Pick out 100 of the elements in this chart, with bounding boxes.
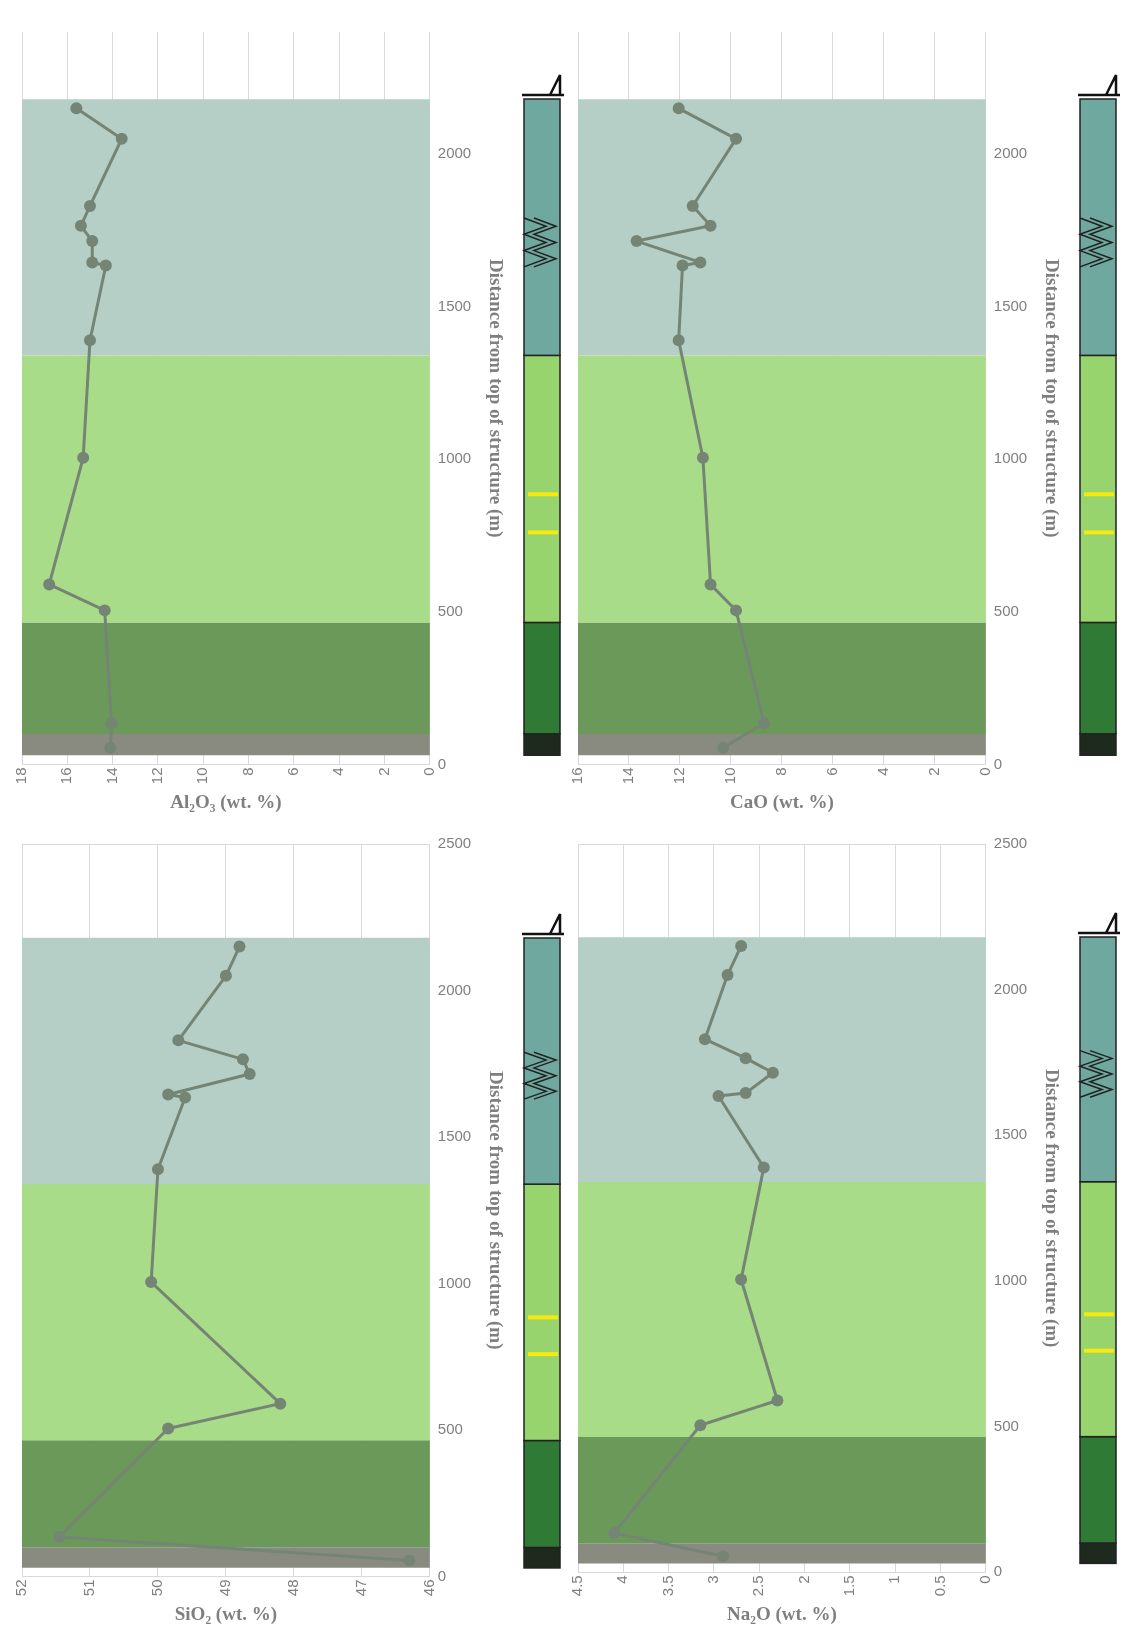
x-tick-label: 2 xyxy=(374,767,392,776)
point xyxy=(83,334,96,347)
x-tick-label: 14 xyxy=(619,767,637,785)
x-tick-label: 50 xyxy=(148,1579,166,1597)
x-tick-label: 48 xyxy=(284,1579,302,1597)
point xyxy=(99,259,112,272)
x-tick-label: 10 xyxy=(721,767,739,785)
point xyxy=(672,102,685,115)
point xyxy=(83,199,96,212)
point xyxy=(704,578,717,591)
point xyxy=(672,334,685,347)
point xyxy=(676,259,689,272)
x-tick-label: 3 xyxy=(704,1575,722,1584)
y-tick-label: 2000 xyxy=(993,144,1028,162)
y-tick-label: 500 xyxy=(993,602,1019,620)
point xyxy=(219,969,232,982)
x-tick-label: 4 xyxy=(874,767,892,776)
point xyxy=(236,1053,249,1066)
x-tick-label: 12 xyxy=(670,767,688,785)
y-axis-title: Distance from top of structure (m) xyxy=(484,259,507,538)
y-axis-title: Distance from top of structure (m) xyxy=(1040,259,1063,538)
y-tick-label: 1500 xyxy=(437,296,472,314)
point xyxy=(696,451,709,464)
y-tick-label: 2000 xyxy=(437,144,472,162)
x-tick-label: 49 xyxy=(216,1579,234,1597)
x-tick-label: 1.5 xyxy=(840,1575,858,1597)
x-tick-label: 0 xyxy=(419,767,437,776)
x-tick-label: 46 xyxy=(419,1579,437,1597)
x-tick-label: 0 xyxy=(975,767,993,776)
x-axis-title: Na₂O (wt. %) xyxy=(727,1602,837,1625)
point xyxy=(115,132,128,145)
point xyxy=(172,1034,185,1047)
x-tick-label: 4 xyxy=(613,1575,631,1584)
y-tick-label: 1000 xyxy=(437,1273,472,1291)
point xyxy=(77,451,90,464)
y-tick-label: 1500 xyxy=(437,1127,472,1145)
point xyxy=(53,1530,66,1543)
point xyxy=(698,1033,711,1046)
point xyxy=(717,1550,730,1563)
x-tick-label: 18 xyxy=(12,767,30,785)
x-tick-label: 16 xyxy=(57,767,75,785)
y-tick-label: 2500 xyxy=(993,834,1028,852)
y-tick-label: 1000 xyxy=(993,449,1028,467)
point xyxy=(712,1090,725,1103)
x-tick-label: 6 xyxy=(284,767,302,776)
y-tick-label: 2500 xyxy=(437,834,472,852)
x-tick-label: 8 xyxy=(238,767,256,776)
point xyxy=(162,1088,175,1101)
point xyxy=(730,604,743,617)
x-tick-label: 2.5 xyxy=(749,1575,767,1597)
point xyxy=(179,1091,192,1104)
point xyxy=(757,1161,770,1174)
point xyxy=(694,1419,707,1432)
x-tick-label: 51 xyxy=(80,1579,98,1597)
y-tick-label: 2000 xyxy=(437,980,472,998)
y-tick-label: 500 xyxy=(993,1416,1019,1434)
y-tick-label: 1000 xyxy=(437,449,472,467)
point xyxy=(717,741,730,754)
point xyxy=(608,1527,621,1540)
point xyxy=(86,235,99,248)
y-tick-label: 500 xyxy=(437,1420,463,1438)
point xyxy=(694,256,707,269)
x-tick-label: 1 xyxy=(885,1575,903,1584)
point xyxy=(686,199,699,212)
point xyxy=(104,741,117,754)
y-tick-label: 1000 xyxy=(993,1271,1028,1289)
point xyxy=(739,1087,752,1100)
point xyxy=(721,969,734,982)
x-tick-label: 0.5 xyxy=(930,1575,948,1597)
point xyxy=(739,1052,752,1065)
point xyxy=(145,1276,158,1289)
y-tick-label: 1500 xyxy=(993,1125,1028,1143)
y-axis-title: Distance from top of structure (m) xyxy=(484,1071,507,1350)
point xyxy=(243,1068,256,1081)
point xyxy=(86,256,99,269)
x-tick-label: 4 xyxy=(329,767,347,776)
point xyxy=(766,1066,779,1079)
point xyxy=(704,219,717,232)
x-tick-label: 4.5 xyxy=(568,1575,586,1597)
y-tick-label: 1500 xyxy=(993,296,1028,314)
x-axis-title: CaO (wt. %) xyxy=(729,790,834,813)
x-tick-label: 6 xyxy=(823,767,841,776)
y-tick-label: 2000 xyxy=(993,979,1028,997)
point xyxy=(151,1163,164,1176)
x-tick-label: 16 xyxy=(568,767,586,785)
x-tick-label: 0 xyxy=(975,1575,993,1584)
y-axis-title: Distance from top of structure (m) xyxy=(1040,1068,1063,1348)
x-tick-label: 8 xyxy=(772,767,790,776)
point xyxy=(630,235,643,248)
point xyxy=(403,1554,416,1567)
point xyxy=(98,604,111,617)
point xyxy=(771,1394,784,1407)
point xyxy=(730,132,743,145)
point xyxy=(758,717,771,730)
x-tick-label: 14 xyxy=(102,767,120,785)
point xyxy=(105,717,118,730)
x-axis-title: Al₂O₃ (wt. %) xyxy=(170,790,282,813)
x-axis-title: SiO₂ (wt. %) xyxy=(174,1602,278,1625)
point xyxy=(70,102,83,115)
x-tick-label: 2 xyxy=(924,767,942,776)
